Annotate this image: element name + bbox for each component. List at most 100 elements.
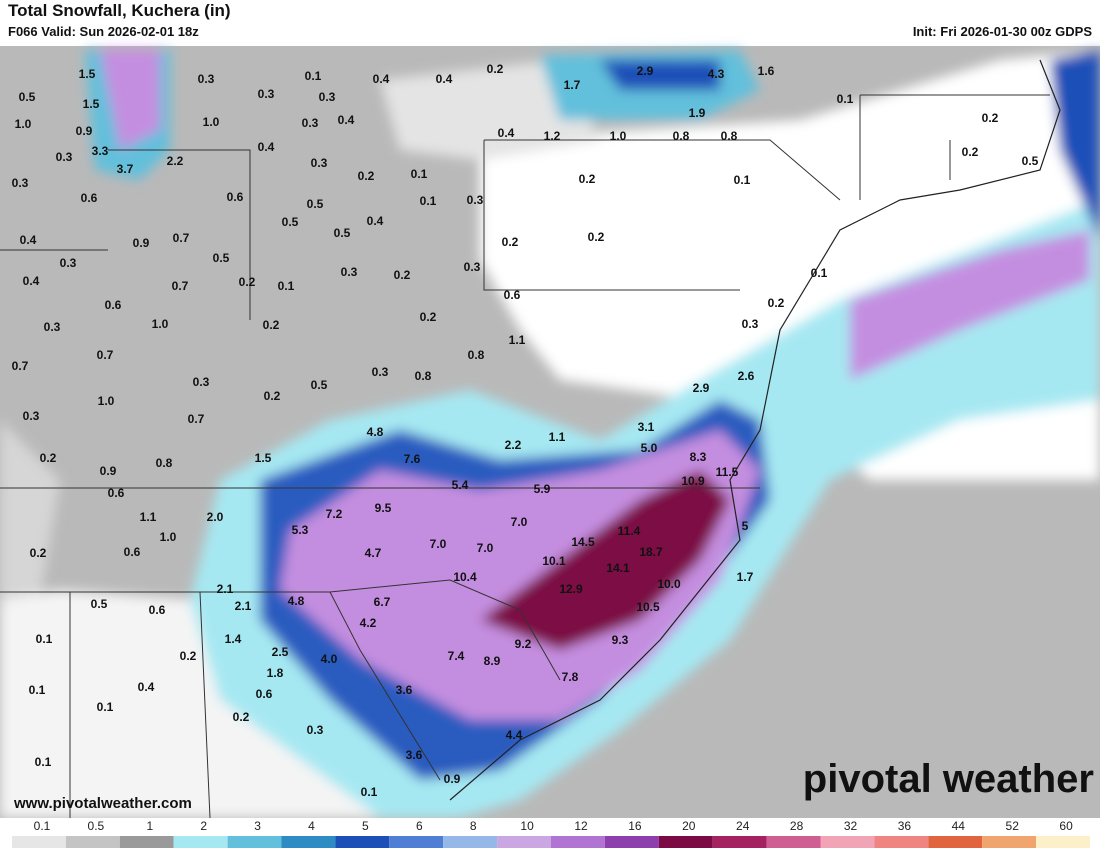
snowfall-label: 0.5	[334, 226, 351, 240]
snowfall-label: 0.8	[415, 369, 432, 383]
snowfall-label: 0.3	[341, 265, 358, 279]
legend-label: 20	[682, 819, 696, 833]
snowfall-label: 0.1	[36, 632, 53, 646]
legend-swatch	[12, 836, 66, 848]
snowfall-label: 5	[742, 519, 749, 533]
snowfall-label: 0.3	[307, 723, 324, 737]
snowfall-label: 7.2	[326, 507, 343, 521]
snowfall-label: 4.8	[367, 425, 384, 439]
snowfall-label: 8.3	[690, 450, 707, 464]
snowfall-label: 5.9	[534, 482, 551, 496]
snowfall-label: 0.3	[464, 260, 481, 274]
snowfall-label: 0.6	[149, 603, 166, 617]
legend-swatch	[551, 836, 605, 848]
snowfall-label: 1.8	[267, 666, 284, 680]
snowfall-label: 10.9	[681, 474, 705, 488]
point-labels: 1.5 0.3 0.1 0.4 0.40.2 2.9 4.3 1.60.5 1.50.3 0.31…	[12, 62, 1039, 799]
snowfall-label: 7.6	[404, 452, 421, 466]
snowfall-label: 1.9	[689, 106, 706, 120]
snowfall-label: 4.8	[288, 594, 305, 608]
snowfall-label: 1.5	[83, 97, 100, 111]
legend-swatch	[658, 836, 713, 848]
legend-label: 28	[790, 819, 804, 833]
snowfall-label: 0.8	[156, 456, 173, 470]
snowfall-label: 0.3	[258, 87, 275, 101]
snowfall-label: 0.2	[588, 230, 605, 244]
snowfall-label: 0.2	[982, 111, 999, 125]
legend-label: 0.1	[34, 819, 51, 833]
snowfall-label: 0.6	[81, 191, 98, 205]
snowfall-label: 0.1	[305, 69, 322, 83]
legend-label: 6	[416, 819, 423, 833]
snowfall-label: 0.9	[133, 236, 150, 250]
snowfall-label: 14.1	[606, 561, 630, 575]
snowfall-label: 0.1	[420, 194, 437, 208]
snowfall-label: 1.0	[203, 115, 220, 129]
snowfall-label: 0.4	[20, 233, 37, 247]
snowfall-label: 0.5	[91, 597, 108, 611]
snowfall-label: 1.7	[564, 78, 581, 92]
snowfall-label: 2.5	[272, 645, 289, 659]
legend-label: 32	[844, 819, 858, 833]
legend-swatch	[173, 836, 228, 848]
snowfall-label: 5.4	[452, 478, 469, 492]
snowfall-label: 0.3	[193, 375, 210, 389]
snowfall-label: 0.2	[180, 649, 197, 663]
snowfall-label: 6.7	[374, 595, 391, 609]
legend-swatch	[443, 836, 498, 848]
snowfall-label: 0.5	[307, 197, 324, 211]
snowfall-label: 0.8	[468, 348, 485, 362]
snow-field	[0, 50, 1100, 818]
snowfall-label: 1.0	[98, 394, 115, 408]
legend-swatch	[281, 836, 336, 848]
snowfall-label: 9.5	[375, 501, 392, 515]
snowfall-label: 0.3	[198, 72, 215, 86]
legend-swatch	[335, 836, 390, 848]
snowfall-label: 0.4	[373, 72, 390, 86]
snowfall-label: 5.3	[292, 523, 309, 537]
snowfall-label: 1.5	[255, 451, 272, 465]
snowfall-label: 0.6	[124, 545, 141, 559]
snowfall-label: 1.1	[549, 430, 566, 444]
snowfall-label: 0.3	[372, 365, 389, 379]
legend-swatch	[65, 836, 120, 848]
snowfall-label: 18.7	[639, 545, 663, 559]
snowfall-label: 2.1	[235, 599, 252, 613]
legend-swatch	[497, 836, 551, 848]
snowfall-label: 10.5	[636, 600, 660, 614]
snowfall-label: 0.4	[436, 72, 453, 86]
snowfall-label: 0.3	[60, 256, 77, 270]
legend-swatch	[1036, 836, 1090, 848]
snowfall-label: 0.4	[498, 126, 515, 140]
snowfall-label: 0.1	[29, 683, 46, 697]
snowfall-label: 0.4	[23, 274, 40, 288]
legend-label: 8	[470, 819, 477, 833]
snowfall-label: 3.3	[92, 144, 109, 158]
snowfall-label: 0.8	[721, 129, 738, 143]
snowfall-label: 7.4	[448, 649, 465, 663]
init-time: Init: Fri 2026-01-30 00z GDPS	[913, 24, 1093, 39]
snowfall-label: 2.9	[637, 64, 654, 78]
snowfall-label: 2.9	[693, 381, 710, 395]
snowfall-label: 2.1	[217, 582, 234, 596]
snowfall-label: 1.0	[15, 117, 32, 131]
legend-swatch	[928, 836, 983, 848]
legend-label: 52	[1006, 819, 1020, 833]
snowfall-label: 0.1	[361, 785, 378, 799]
website: www.pivotalweather.com	[13, 795, 192, 812]
legend-swatch	[604, 836, 659, 848]
snowfall-label: 0.5	[19, 90, 36, 104]
snowfall-label: 0.2	[30, 546, 47, 560]
snowfall-label: 1.1	[509, 333, 526, 347]
legend-label: 5	[362, 819, 369, 833]
snowfall-label: 12.9	[559, 582, 583, 596]
snowfall-label: 1.7	[737, 570, 754, 584]
snowfall-label: 0.3	[742, 317, 759, 331]
legend-swatch	[820, 836, 875, 848]
snowfall-label: 0.6	[227, 190, 244, 204]
snowfall-label: 3.7	[117, 162, 134, 176]
snowfall-label: 3.6	[396, 683, 413, 697]
snowfall-label: 3.1	[638, 420, 655, 434]
colorbar: 0.1 0.5 1 2 3 4 5 6 8 10 12 16 20 24 28 32 36 44 52 60	[12, 819, 1090, 848]
